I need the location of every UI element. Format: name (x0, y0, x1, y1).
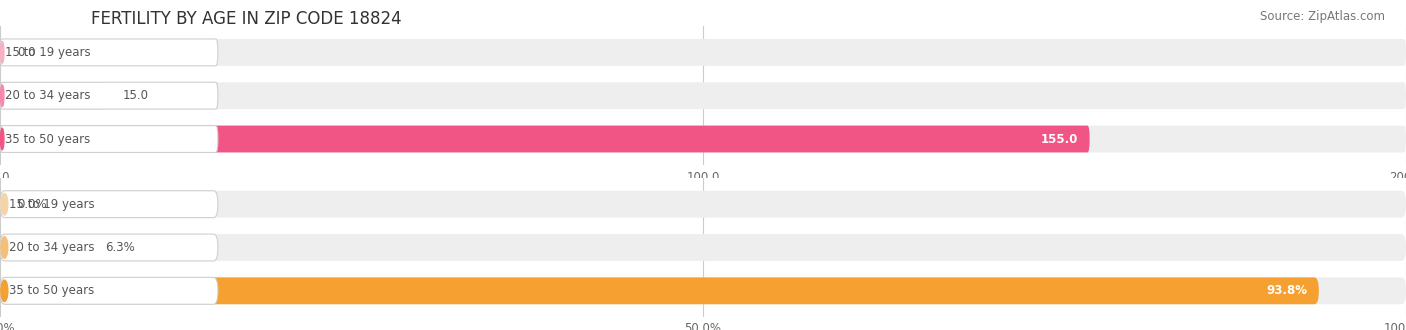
Circle shape (0, 42, 4, 63)
FancyBboxPatch shape (0, 82, 105, 109)
Text: 20 to 34 years: 20 to 34 years (4, 89, 90, 102)
FancyBboxPatch shape (0, 39, 218, 66)
FancyBboxPatch shape (0, 278, 218, 304)
Text: 35 to 50 years: 35 to 50 years (4, 133, 90, 146)
FancyBboxPatch shape (0, 39, 1406, 66)
Text: Source: ZipAtlas.com: Source: ZipAtlas.com (1260, 10, 1385, 23)
Text: 6.3%: 6.3% (105, 241, 135, 254)
Circle shape (0, 128, 4, 150)
Text: 15 to 19 years: 15 to 19 years (10, 198, 96, 211)
Circle shape (1, 237, 8, 258)
Text: 35 to 50 years: 35 to 50 years (10, 284, 94, 297)
FancyBboxPatch shape (0, 234, 218, 261)
Text: 20 to 34 years: 20 to 34 years (10, 241, 94, 254)
Circle shape (1, 193, 8, 215)
Circle shape (1, 280, 8, 302)
FancyBboxPatch shape (0, 278, 1319, 304)
Text: 15 to 19 years: 15 to 19 years (4, 46, 90, 59)
Text: 93.8%: 93.8% (1267, 284, 1308, 297)
FancyBboxPatch shape (0, 82, 218, 109)
FancyBboxPatch shape (0, 126, 218, 152)
FancyBboxPatch shape (0, 278, 1406, 304)
FancyBboxPatch shape (0, 126, 1090, 152)
FancyBboxPatch shape (0, 82, 1406, 109)
FancyBboxPatch shape (0, 234, 1406, 261)
FancyBboxPatch shape (0, 191, 218, 217)
Text: 155.0: 155.0 (1040, 133, 1078, 146)
FancyBboxPatch shape (0, 126, 1406, 152)
Text: 0.0: 0.0 (17, 46, 35, 59)
Text: 15.0: 15.0 (122, 89, 148, 102)
FancyBboxPatch shape (0, 234, 89, 261)
Text: 0.0%: 0.0% (17, 198, 46, 211)
FancyBboxPatch shape (0, 191, 1406, 217)
Circle shape (0, 85, 4, 107)
Text: FERTILITY BY AGE IN ZIP CODE 18824: FERTILITY BY AGE IN ZIP CODE 18824 (91, 10, 402, 28)
